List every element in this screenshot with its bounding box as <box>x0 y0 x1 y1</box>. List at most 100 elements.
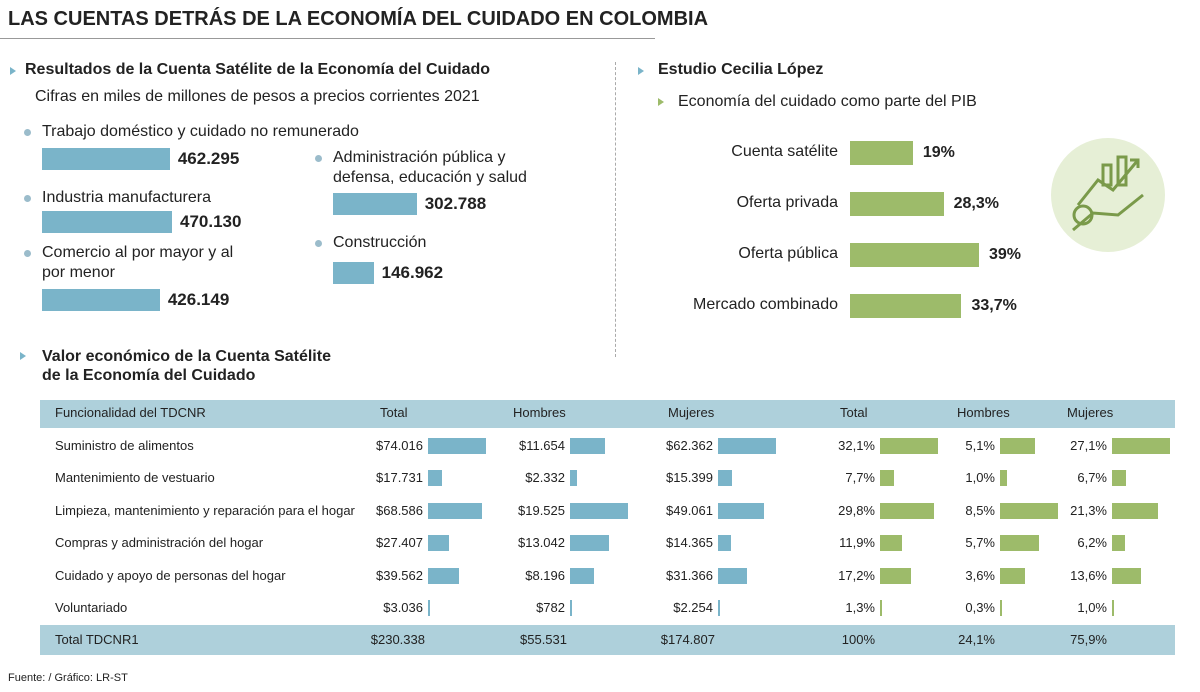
source: Fuente: / Gráfico: LR-ST <box>8 672 128 684</box>
cell-value: $68.586 <box>376 502 423 518</box>
cell-value: $74.016 <box>376 438 423 453</box>
cell-bar <box>1112 470 1127 487</box>
cell-value: $62.362 <box>666 438 713 453</box>
category-label: Construcción <box>333 234 427 251</box>
cell-value: $31.366 <box>666 567 713 583</box>
bar <box>850 141 913 165</box>
cell-bar <box>570 535 609 552</box>
column-header: Total <box>840 405 868 420</box>
cell-value: $27.407 <box>376 535 423 551</box>
cell-value: 1,0% <box>965 470 995 486</box>
cell-bar <box>570 600 573 616</box>
cell-bar <box>718 567 748 584</box>
total-value: 24,1% <box>958 632 995 647</box>
cell-value: 27,1% <box>1070 438 1107 453</box>
cell-bar <box>1000 535 1039 552</box>
cell-value: $11.654 <box>518 438 565 453</box>
cell-bar <box>1112 438 1170 454</box>
cell-bar <box>1000 600 1003 616</box>
cell-value: $13.042 <box>518 535 565 551</box>
bullet <box>315 155 322 162</box>
section-title: Estudio Cecilia López <box>658 61 824 78</box>
row-label: Voluntariado <box>55 600 128 615</box>
marker <box>658 98 664 106</box>
total-value: $230.338 <box>370 632 425 647</box>
total-value: $55.531 <box>520 632 567 647</box>
marker <box>10 67 16 75</box>
cell-bar <box>428 535 450 552</box>
column-header: Hombres <box>957 405 1010 420</box>
section-subtitle: Cifras en miles de millones de pesos a p… <box>35 88 480 105</box>
cell-bar <box>880 438 938 454</box>
cell-bar <box>570 438 605 454</box>
cell-value: 0,3% <box>965 600 995 615</box>
total-label: Total TDCNR1 <box>55 632 139 647</box>
cell-bar <box>428 567 459 584</box>
cell-value: $2.332 <box>525 470 565 486</box>
bar <box>42 289 160 311</box>
category-label: Trabajo doméstico y cuidado no remunerad… <box>42 123 359 140</box>
cell-bar <box>1000 502 1058 519</box>
row-label: Suministro de alimentos <box>55 438 194 453</box>
column-header: Hombres <box>513 405 566 420</box>
cell-bar <box>1112 600 1115 616</box>
value-label: 462.295 <box>177 149 240 168</box>
cell-value: 6,2% <box>1077 535 1107 551</box>
cell-value: $39.562 <box>376 567 423 583</box>
cell-value: 8,5% <box>965 502 995 518</box>
value-label: 146.962 <box>381 263 444 282</box>
bar <box>333 262 374 284</box>
category-label: Mercado combinado <box>693 296 838 313</box>
cell-bar <box>570 470 577 487</box>
row-label: Mantenimiento de vestuario <box>55 470 215 486</box>
cell-value: 5,1% <box>965 438 995 453</box>
cell-bar <box>428 438 486 454</box>
cell-bar <box>718 535 732 552</box>
cell-bar <box>570 567 595 584</box>
bar <box>333 193 417 215</box>
cell-value: 7,7% <box>845 470 875 486</box>
column-header: Total <box>380 405 408 420</box>
cell-value: 11,9% <box>839 535 875 551</box>
cell-value: $2.254 <box>673 600 713 615</box>
cell-value: 6,7% <box>1077 470 1107 486</box>
bar <box>850 294 962 318</box>
value-label: 470.130 <box>180 212 242 231</box>
cell-value: 21,3% <box>1070 502 1107 518</box>
cell-bar <box>1112 535 1126 552</box>
table-header-bg <box>40 400 1175 428</box>
category-label: Industria manufacturera <box>42 189 211 206</box>
cell-value: 3,6% <box>965 567 995 583</box>
cell-bar <box>718 502 764 519</box>
value-label: 39% <box>989 246 1022 263</box>
cell-bar <box>880 502 934 519</box>
category-label: Comercio al por mayor y al por menor <box>42 244 234 281</box>
cell-bar <box>718 438 776 454</box>
divider <box>615 62 616 357</box>
title: LAS CUENTAS DETRÁS DE LA ECONOMÍA DEL CU… <box>8 8 709 30</box>
cell-value: $19.525 <box>518 502 565 518</box>
column-header: Funcionalidad del TDCNR <box>55 405 206 420</box>
cell-bar <box>718 600 721 616</box>
title-rule <box>0 38 655 39</box>
cell-value: 1,0% <box>1077 600 1107 615</box>
cell-bar <box>880 470 894 487</box>
row-label: Cuidado y apoyo de personas del hogar <box>55 567 286 583</box>
value-label: 33,7% <box>971 297 1017 314</box>
section-title: Resultados de la Cuenta Satélite de la E… <box>25 61 490 78</box>
total-value: $174.807 <box>660 632 715 647</box>
row-label: Limpieza, mantenimiento y reparación par… <box>55 502 355 518</box>
cell-value: 5,7% <box>965 535 995 551</box>
cell-bar <box>718 470 733 487</box>
bullet <box>24 129 31 136</box>
cell-bar <box>428 470 442 487</box>
total-value: 75,9% <box>1070 632 1107 647</box>
bar <box>42 148 170 170</box>
cell-value: 1,3% <box>845 600 875 615</box>
cell-value: $17.731 <box>376 470 423 486</box>
bar <box>850 243 979 267</box>
cell-value: 17,2% <box>838 567 875 583</box>
cell-bar <box>880 567 912 584</box>
cell-bar <box>880 600 883 616</box>
total-value: 100% <box>841 632 875 647</box>
